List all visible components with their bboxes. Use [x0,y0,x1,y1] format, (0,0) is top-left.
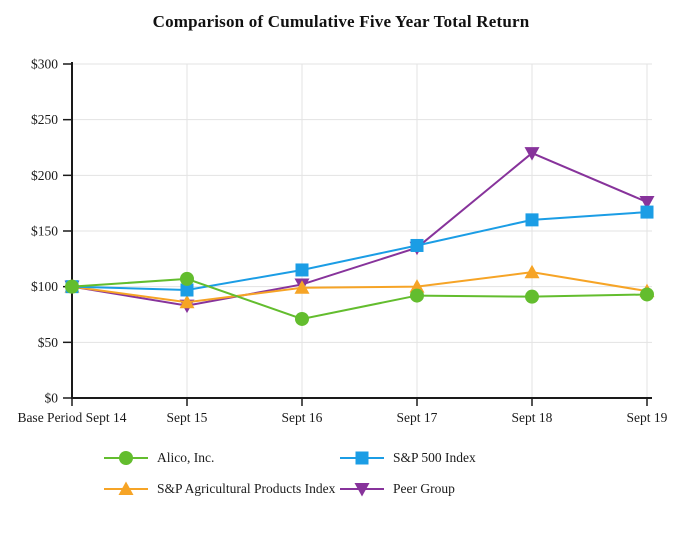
series-1-point-2 [295,263,309,277]
series-2-point-2 [294,280,310,294]
chart-legend: Alico, Inc. S&P 500 Index S&P Agricultural… [104,449,476,498]
legend-label: Alico, Inc. [157,450,215,465]
series-0-point-5 [640,287,654,302]
series-0-point-0 [65,279,79,294]
series-0-point-1 [180,271,194,286]
y-tick-label: $100 [31,279,58,294]
series-line-1 [71,211,648,292]
legend-item-alico-inc: Alico, Inc. [104,449,340,467]
x-tick-label: Sept 18 [512,410,553,425]
series-2-point-3 [409,279,425,293]
legend-label: Peer Group [393,481,455,496]
alico-inc-marker-icon [104,451,148,465]
series-1-point-5 [640,205,654,219]
peer-group-marker-glyph [354,483,370,497]
x-tick-label: Sept 19 [627,410,668,425]
y-tick-label: $150 [31,224,58,239]
y-tick-label: $300 [31,57,58,72]
series-1-point-4 [525,213,539,227]
series-1-point-3 [410,238,424,252]
s-p-agricultural-products-index-marker-glyph [118,481,134,495]
y-tick-label: $200 [31,168,58,183]
x-tick-label: Sept 15 [167,410,208,425]
x-tick-label: Sept 16 [282,410,323,425]
s-p-500-index-marker-icon [340,451,384,465]
series-line-2 [71,271,648,304]
legend-item-peer-group: Peer Group [340,480,476,498]
legend-label: S&P Agricultural Products Index [157,481,336,496]
s-p-500-index-marker-glyph [355,451,369,465]
series-1-point-1 [180,283,194,297]
legend-item-s-p-agricultural-products-index: S&P Agricultural Products Index [104,480,340,498]
y-tick-label: $50 [38,335,59,350]
y-tick-label: $0 [45,391,59,406]
y-tick-label: $250 [31,112,58,127]
series-2-point-1 [179,294,195,309]
legend-item-s-p-500-index: S&P 500 Index [340,449,476,467]
series-line-0 [71,277,648,320]
peer-group-marker-icon [340,483,384,497]
alico-inc-marker-glyph [119,451,133,465]
series-line-3 [71,151,648,307]
series-0-point-2 [295,311,309,326]
x-tick-label: Sept 17 [397,410,438,425]
s-p-agricultural-products-index-marker-icon [104,481,148,495]
series-0-point-4 [525,289,539,304]
series-2-point-4 [524,264,540,279]
series-3-point-4 [524,147,540,161]
series-0-point-3 [410,288,424,303]
x-tick-label: Base Period Sept 14 [17,410,126,425]
series-3-point-5 [639,196,655,210]
legend-label: S&P 500 Index [393,450,476,465]
chart-title: Comparison of Cumulative Five Year Total… [152,12,530,31]
